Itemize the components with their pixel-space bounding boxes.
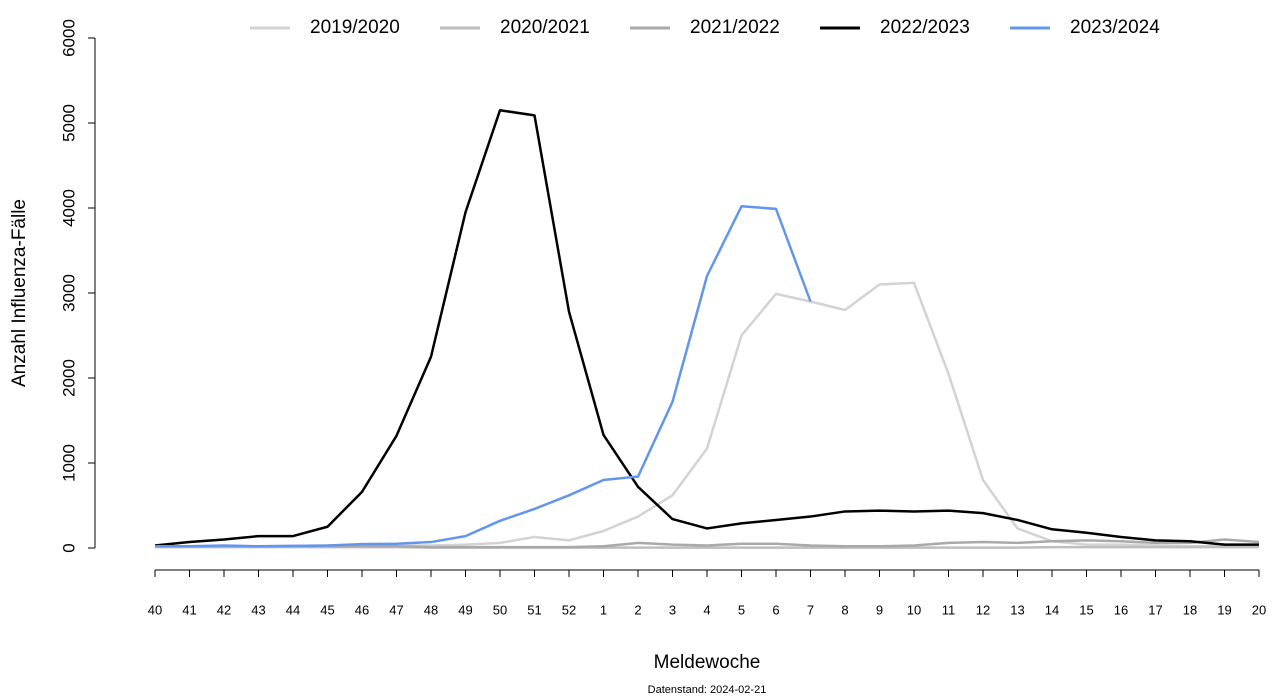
x-tick-label: 6 xyxy=(772,602,779,617)
legend-label: 2020/2021 xyxy=(500,17,590,38)
x-axis-title: Meldewoche xyxy=(654,652,761,673)
y-tick-label: 5000 xyxy=(59,104,78,142)
y-tick-label: 0 xyxy=(59,543,78,552)
x-tick-label: 42 xyxy=(217,602,231,617)
footnote: Datenstand: 2024-02-21 xyxy=(648,684,767,696)
x-tick-label: 8 xyxy=(841,602,848,617)
y-axis-title: Anzahl Influenza-Fälle xyxy=(9,199,30,387)
y-tick-label: 3000 xyxy=(59,274,78,312)
x-tick-label: 50 xyxy=(493,602,507,617)
x-tick-label: 15 xyxy=(1079,602,1093,617)
x-tick-label: 45 xyxy=(320,602,334,617)
x-tick-label: 16 xyxy=(1114,602,1128,617)
x-tick-label: 11 xyxy=(942,602,956,617)
x-tick-label: 47 xyxy=(389,602,403,617)
x-tick-label: 43 xyxy=(251,602,265,617)
x-tick-label: 51 xyxy=(527,602,541,617)
legend-label: 2021/2022 xyxy=(690,17,780,38)
y-tick-label: 1000 xyxy=(59,444,78,482)
x-tick-label: 10 xyxy=(907,602,921,617)
x-tick-label: 3 xyxy=(669,602,676,617)
x-tick-label: 2 xyxy=(634,602,641,617)
x-tick-label: 40 xyxy=(148,602,162,617)
x-tick-label: 49 xyxy=(458,602,472,617)
x-tick-label: 19 xyxy=(1217,602,1231,617)
x-tick-label: 9 xyxy=(876,602,883,617)
legend-label: 2019/2020 xyxy=(310,17,400,38)
x-tick-label: 5 xyxy=(738,602,745,617)
x-tick-label: 41 xyxy=(182,602,196,617)
x-tick-label: 1 xyxy=(600,602,607,617)
x-tick-label: 46 xyxy=(355,602,369,617)
series-line xyxy=(155,205,812,548)
series-line xyxy=(155,538,1260,549)
series-line xyxy=(155,281,1259,548)
x-tick-label: 14 xyxy=(1045,602,1059,617)
x-tick-label: 4 xyxy=(703,602,710,617)
y-tick-label: 4000 xyxy=(59,189,78,227)
x-tick-label: 12 xyxy=(976,602,990,617)
y-tick-label: 6000 xyxy=(59,19,78,57)
x-tick-label: 7 xyxy=(807,602,814,617)
x-tick-label: 20 xyxy=(1252,602,1266,617)
legend-label: 2023/2024 xyxy=(1070,17,1160,38)
x-tick-label: 18 xyxy=(1183,602,1197,617)
x-tick-label: 17 xyxy=(1148,602,1162,617)
x-tick-label: 44 xyxy=(286,602,300,617)
x-tick-label: 52 xyxy=(562,602,576,617)
legend-label: 2022/2023 xyxy=(880,17,970,38)
series-line xyxy=(154,109,1259,547)
y-tick-label: 2000 xyxy=(59,359,78,397)
x-tick-label: 13 xyxy=(1010,602,1024,617)
x-tick-label: 48 xyxy=(424,602,438,617)
